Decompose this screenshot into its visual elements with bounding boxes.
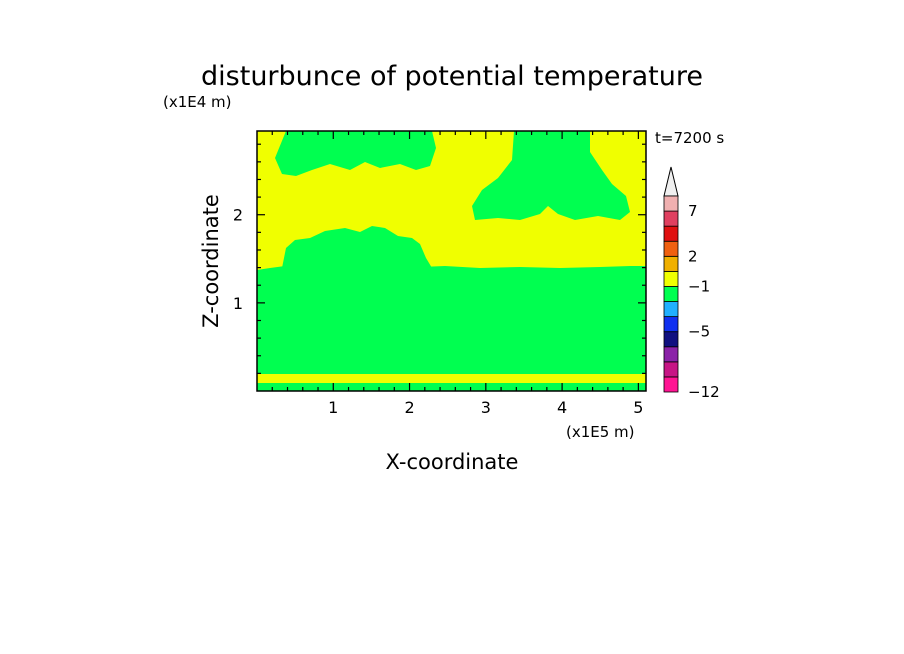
colorbar-label: 7 [688, 202, 698, 220]
colorbar-segment [663, 286, 679, 302]
colorbar-segment [663, 301, 679, 318]
colorbar-segment [663, 316, 679, 333]
x-tick-label: 5 [633, 398, 643, 417]
x-tick-label: 3 [481, 398, 491, 417]
time-label: t=7200 s [655, 129, 724, 147]
colorbar-segment [663, 255, 679, 272]
colorbar: 7 2 −1 −5 −12 [663, 166, 720, 401]
x-scale-label: (x1E5 m) [566, 423, 635, 441]
x-tick-label: 4 [557, 398, 567, 417]
y-axis-label: Z-coordinate [199, 194, 223, 328]
upper-right-green-patch [472, 131, 630, 220]
x-axis-label: X-coordinate [386, 450, 519, 474]
colorbar-segment [663, 361, 679, 378]
colorbar-segment [663, 346, 679, 363]
colorbar-segment [663, 331, 679, 348]
surface-yellow-strip [257, 374, 646, 383]
colorbar-segment [663, 376, 679, 393]
colorbar-segment [663, 270, 679, 287]
y-scale-label: (x1E4 m) [163, 93, 232, 111]
colorbar-label: 2 [688, 247, 698, 265]
colorbar-label: −12 [688, 383, 720, 401]
colorbar-segment [663, 210, 679, 227]
y-tick-label: 1 [233, 294, 243, 313]
x-tick-label: 1 [328, 398, 338, 417]
colorbar-segment [663, 225, 679, 242]
colorbar-segment [663, 195, 679, 212]
chart-title: disturbunce of potential temperature [201, 61, 703, 92]
x-tick-label: 2 [404, 398, 414, 417]
colorbar-top-arrow [663, 166, 679, 197]
upper-left-green-patch [275, 131, 436, 176]
y-tick-label: 2 [233, 206, 243, 225]
x-axis-ticks: 1 2 3 4 5 [271, 131, 643, 417]
lower-green-layer [257, 266, 646, 374]
colorbar-segment [663, 240, 679, 257]
bottom-green-strip [257, 383, 646, 391]
left-green-mound [282, 226, 432, 268]
y-axis-ticks: 12 [233, 143, 646, 374]
colorbar-label: −5 [688, 323, 710, 341]
colorbar-label: −1 [688, 277, 710, 295]
plot-frame [256, 130, 647, 392]
